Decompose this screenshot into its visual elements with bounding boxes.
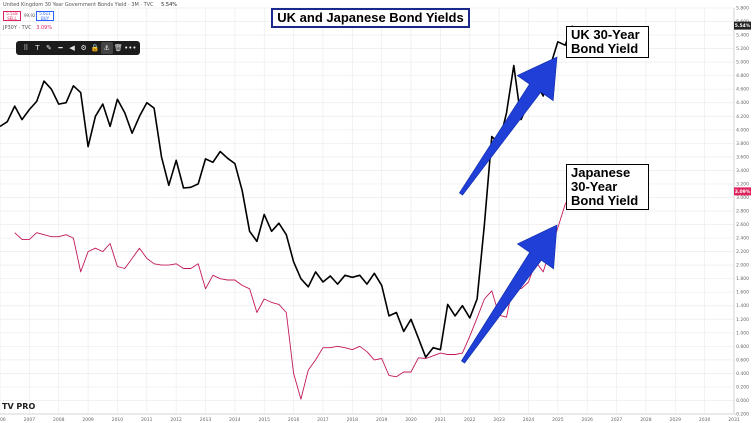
- jp-label-line1: Japanese: [571, 165, 631, 180]
- x-tick-label: 2021: [435, 417, 447, 423]
- line-icon[interactable]: ━: [58, 44, 63, 52]
- y-tick-label: 4.600: [736, 87, 749, 93]
- y-tick-label: 1.200: [736, 317, 749, 323]
- uk-price-tag: 5.54%: [735, 23, 751, 29]
- sell-label: SELL: [7, 15, 17, 21]
- y-tick-label: 2.600: [736, 222, 749, 228]
- sell-value: 5.518: [6, 11, 18, 16]
- x-tick-label: 2018: [347, 417, 359, 423]
- x-tick-label: 2026: [581, 417, 593, 423]
- jp-label-line2: 30-Year: [571, 179, 618, 194]
- x-tick-label: 2014: [229, 417, 241, 423]
- buy-value: 5.611: [39, 11, 51, 16]
- y-tick-label: 3.000: [736, 195, 749, 201]
- x-tick-label: 2009: [82, 417, 94, 423]
- y-tick-label: 0.400: [736, 371, 749, 377]
- y-tick-label: 2.000: [736, 263, 749, 269]
- uk-label-line1: UK 30-Year: [571, 27, 640, 42]
- sound-icon[interactable]: ◀: [69, 44, 75, 52]
- y-tick-label: 0.800: [736, 344, 749, 350]
- y-tick-label: 5.800: [736, 6, 749, 12]
- y-tick-label: 0.200: [736, 384, 749, 390]
- y-tick-label: 3.800: [736, 141, 749, 147]
- y-tick-label: 5.400: [736, 33, 749, 39]
- x-tick-label: 2010: [112, 417, 124, 423]
- x-tick-label: 2008: [53, 417, 65, 423]
- jp-label-line3: Bond Yield: [571, 193, 639, 208]
- buy-label: BUY: [40, 15, 50, 21]
- y-tick-label: 4.800: [736, 73, 749, 79]
- y-tick-label: 4.200: [736, 114, 749, 120]
- symbol-line: United Kingdom 30 Year Government Bonds …: [3, 2, 177, 8]
- uk-annotation: UK 30-Year Bond Yield: [566, 26, 649, 58]
- brush-icon[interactable]: ✎: [45, 44, 52, 52]
- y-tick-label: 3.400: [736, 168, 749, 174]
- uk-trend-arrow-icon: [458, 56, 558, 196]
- y-tick-label: 2.200: [736, 249, 749, 255]
- x-tick-label: 2020: [405, 417, 417, 423]
- tradingview-logo: TV PRO: [2, 402, 36, 411]
- sell-button[interactable]: 5.518 SELL: [3, 11, 21, 21]
- symbol-title: United Kingdom 30 Year Government Bonds …: [3, 2, 154, 8]
- x-tick-label: 2031: [728, 417, 740, 423]
- buy-button[interactable]: 5.611 BUY: [36, 11, 54, 21]
- jp-yield-line: [14, 191, 573, 400]
- x-tick-label: 2006: [0, 417, 6, 423]
- anchor-icon[interactable]: ⚓: [100, 42, 113, 54]
- secondary-symbol: JP30Y · TVC: [3, 25, 32, 31]
- x-tick-label: 2028: [640, 417, 652, 423]
- x-tick-label: 2007: [24, 417, 36, 423]
- last-value: 5.54%: [161, 2, 178, 8]
- x-tick-label: 2023: [493, 417, 505, 423]
- x-tick-label: 2027: [611, 417, 623, 423]
- y-tick-label: 4.400: [736, 100, 749, 106]
- jp-annotation: Japanese 30-Year Bond Yield: [566, 164, 649, 210]
- settings-icon[interactable]: ⚙: [80, 44, 87, 52]
- uk-yield-line: [0, 25, 574, 359]
- jp-price-tag: 3.09%: [735, 189, 751, 195]
- y-tick-label: 3.200: [736, 181, 749, 187]
- lock-icon[interactable]: 🔒: [90, 44, 100, 52]
- y-tick-label: 3.600: [736, 154, 749, 160]
- x-tick-label: 2011: [141, 417, 153, 423]
- jp-price-tag-bg: [734, 187, 751, 196]
- text-icon[interactable]: T: [35, 44, 40, 52]
- y-tick-label: 0.600: [736, 357, 749, 363]
- x-tick-label: 2030: [699, 417, 711, 423]
- y-tick-label: 2.400: [736, 236, 749, 242]
- uk-label-line2: Bond Yield: [571, 41, 639, 56]
- secondary-value: 3.09%: [36, 25, 53, 31]
- x-tick-label: 2012: [170, 417, 182, 423]
- drag-handle-icon[interactable]: ⠿: [23, 44, 29, 52]
- uk-price-tag-bg: [734, 21, 751, 30]
- x-tick-label: 2025: [552, 417, 564, 423]
- y-tick-label: 1.000: [736, 330, 749, 336]
- y-tick-label: 5.000: [736, 60, 749, 66]
- trash-icon[interactable]: 🗑: [113, 44, 123, 52]
- x-tick-label: 2029: [670, 417, 682, 423]
- jp-trend-arrow-icon: [460, 224, 558, 364]
- secondary-symbol-line: JP30Y · TVC 3.09%: [3, 25, 52, 31]
- spread-value: 99.92: [24, 13, 36, 18]
- chart-title: UK and Japanese Bond Yields: [271, 8, 470, 28]
- y-tick-label: 0.000: [736, 398, 749, 404]
- y-tick-label: -0.200: [734, 412, 749, 418]
- y-tick-label: 1.600: [736, 290, 749, 296]
- x-tick-label: 2013: [200, 417, 212, 423]
- x-tick-label: 2015: [259, 417, 271, 423]
- y-tick-label: 5.200: [736, 46, 749, 52]
- more-icon[interactable]: •••: [124, 44, 137, 52]
- x-tick-label: 2017: [317, 417, 329, 423]
- x-tick-label: 2016: [288, 417, 300, 423]
- x-tick-label: 2019: [376, 417, 388, 423]
- x-tick-label: 2022: [464, 417, 476, 423]
- y-tick-label: 1.800: [736, 276, 749, 282]
- y-tick-label: 2.800: [736, 209, 749, 215]
- y-tick-label: 4.000: [736, 127, 749, 133]
- drawing-toolbar: ⠿ T ✎ ━ ◀ ⚙ 🔒 ⚓ 🗑 •••: [16, 41, 140, 55]
- x-tick-label: 2024: [523, 417, 535, 423]
- y-tick-label: 1.400: [736, 303, 749, 309]
